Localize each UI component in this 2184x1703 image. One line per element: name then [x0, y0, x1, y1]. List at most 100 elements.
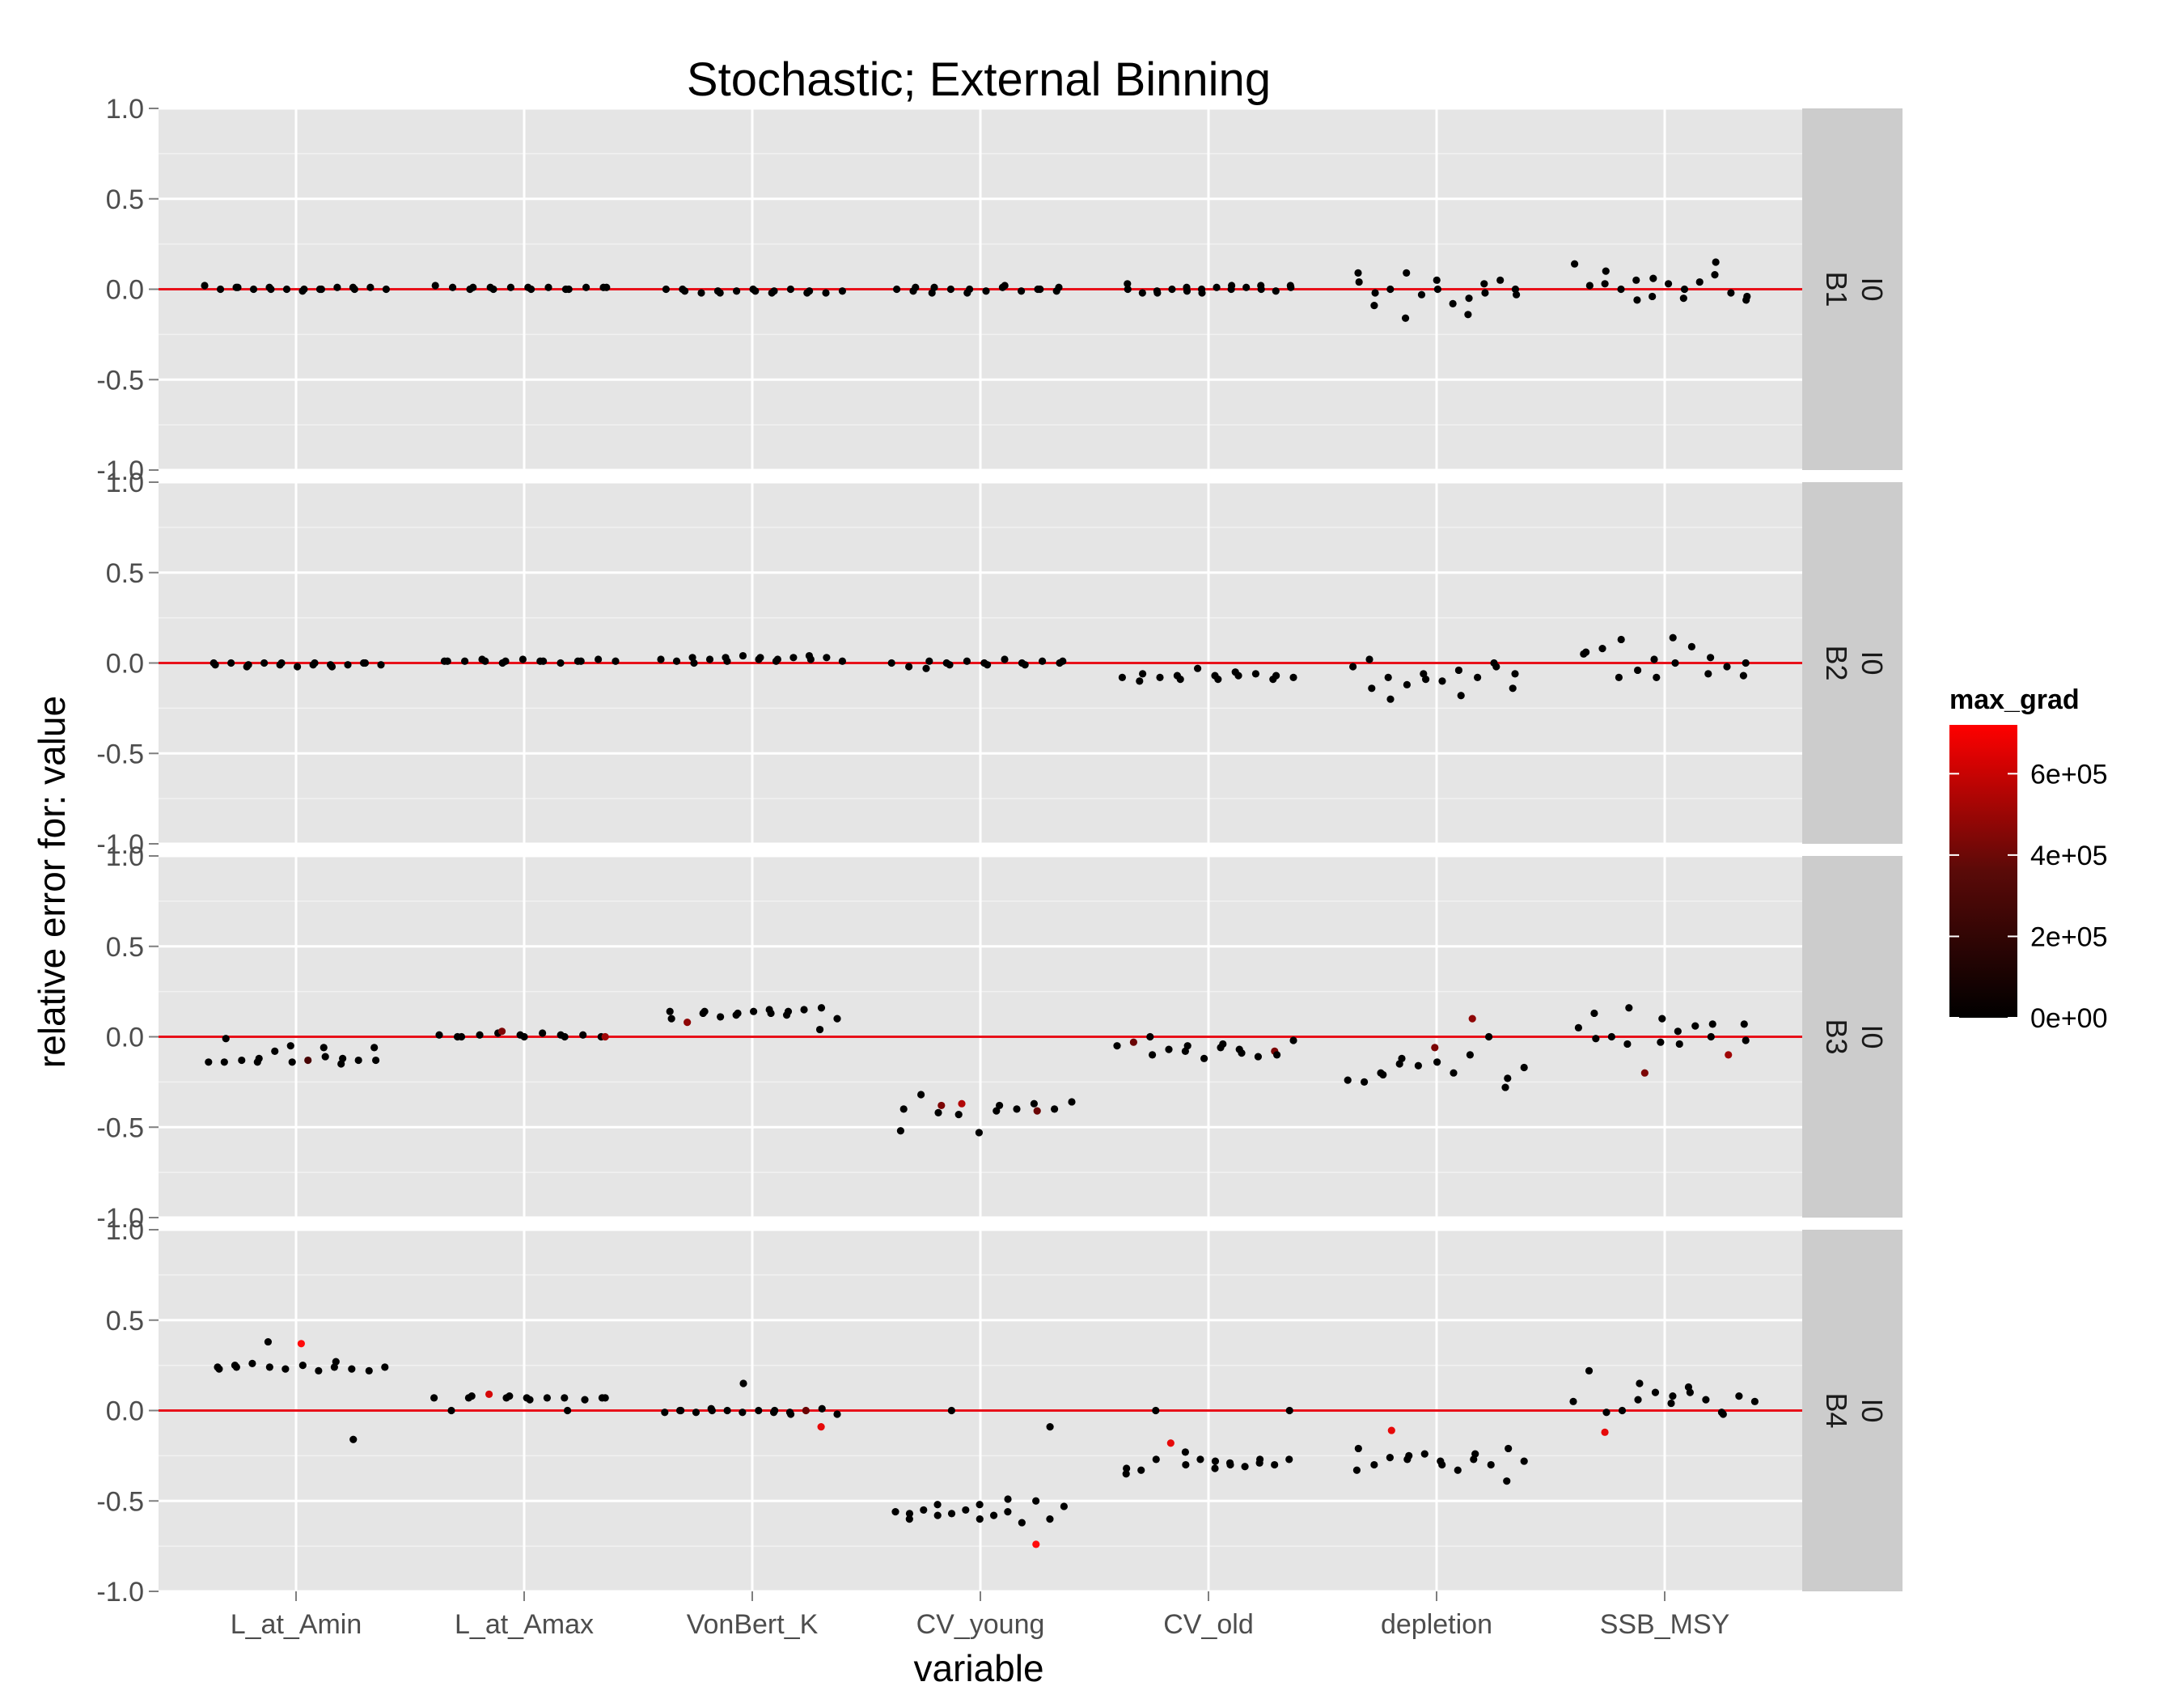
- x-tick-label: CV_old: [1163, 1609, 1254, 1640]
- data-point: [1680, 285, 1689, 294]
- panels-layer: -1.0-0.50.00.51.0B1 I0-1.0-0.50.00.51.0B2…: [96, 94, 1903, 1608]
- data-point: [1001, 282, 1009, 290]
- data-point: [739, 651, 747, 660]
- data-point: [1417, 290, 1426, 299]
- data-point: [1271, 1460, 1279, 1469]
- data-point: [370, 1044, 379, 1052]
- data-point: [963, 657, 971, 665]
- data-point: [1633, 296, 1641, 304]
- data-point: [489, 285, 497, 294]
- data-point: [705, 655, 714, 663]
- data-point: [1702, 1396, 1710, 1404]
- data-point: [476, 1031, 484, 1039]
- data-point: [1386, 695, 1395, 703]
- data-point: [1585, 1366, 1594, 1375]
- data-point: [205, 1058, 213, 1066]
- data-point: [366, 283, 375, 291]
- data-point: [1403, 680, 1411, 688]
- x-tick-label: L_at_Amax: [455, 1609, 594, 1640]
- data-point: [806, 287, 814, 295]
- data-point: [328, 663, 336, 671]
- data-point: [786, 1410, 795, 1418]
- data-point: [354, 1056, 362, 1065]
- y-tick-label: 0.0: [106, 1023, 144, 1053]
- data-point: [1165, 1045, 1173, 1053]
- data-point: [1623, 1040, 1632, 1048]
- data-point: [1520, 1063, 1528, 1072]
- data-point: [1657, 1038, 1665, 1046]
- data-point: [1649, 292, 1657, 301]
- data-point: [1238, 1049, 1246, 1057]
- column-strip-label: I0: [1856, 277, 1889, 301]
- data-point: [300, 285, 308, 294]
- data-point: [823, 654, 831, 662]
- data-point: [1511, 670, 1519, 678]
- data-point: [1013, 1105, 1021, 1113]
- data-point: [1354, 269, 1362, 277]
- column-strip-label: I0: [1856, 1398, 1889, 1422]
- color-legend: max_grad 0e+00 2e+05 4e+05 6e+05: [1949, 684, 2108, 1034]
- data-point: [506, 1392, 514, 1400]
- data-point: [543, 1394, 552, 1402]
- y-tick-label: -1.0: [96, 1577, 144, 1608]
- data-point: [1256, 1455, 1264, 1464]
- data-point: [1691, 1022, 1699, 1030]
- data-point: [1123, 1464, 1131, 1472]
- data-point: [1433, 285, 1441, 294]
- data-point: [277, 659, 286, 667]
- data-point: [1450, 1069, 1458, 1077]
- data-point: [527, 285, 535, 294]
- data-point: [1492, 663, 1500, 671]
- data-point: [1384, 673, 1392, 681]
- data-point: [993, 1107, 1001, 1115]
- data-point: [297, 1340, 305, 1348]
- data-point: [1251, 670, 1259, 678]
- x-tick-label: CV_young: [916, 1609, 1045, 1640]
- data-point: [681, 287, 689, 295]
- data-point: [382, 285, 390, 294]
- data-point: [1051, 1105, 1059, 1113]
- data-point: [1664, 280, 1673, 288]
- data-point: [677, 1406, 685, 1415]
- data-point: [1036, 285, 1044, 294]
- data-point: [1607, 1032, 1615, 1041]
- data-point: [893, 285, 901, 294]
- data-point: [657, 655, 665, 663]
- column-strip-label: I0: [1856, 650, 1889, 675]
- data-point: [755, 1406, 763, 1415]
- data-point: [520, 1032, 528, 1041]
- data-point: [786, 285, 795, 294]
- data-point: [739, 1379, 747, 1387]
- data-point: [215, 1365, 223, 1373]
- data-point: [244, 661, 252, 669]
- data-point: [1152, 1455, 1160, 1464]
- data-point: [1634, 1396, 1642, 1404]
- data-point: [1735, 1392, 1743, 1400]
- data-point: [1046, 1515, 1054, 1523]
- data-point: [211, 661, 219, 669]
- data-point: [887, 659, 895, 667]
- data-point: [1625, 1004, 1633, 1012]
- data-point: [1219, 1040, 1227, 1048]
- data-point: [1740, 1020, 1748, 1028]
- data-point: [1707, 1032, 1715, 1041]
- data-point: [1601, 1428, 1609, 1436]
- data-point: [1651, 1388, 1660, 1396]
- data-point: [1649, 274, 1657, 282]
- data-point: [348, 1365, 356, 1373]
- data-point: [1433, 276, 1441, 284]
- data-point: [227, 659, 235, 667]
- y-tick-label: 1.0: [106, 841, 144, 872]
- data-point: [1487, 1460, 1495, 1469]
- facet-panel-B2: -1.0 -0.5 0.0 0.5 1.0 B2 I0: [96, 468, 1903, 860]
- data-point: [1618, 1406, 1627, 1415]
- data-point: [1598, 645, 1606, 653]
- data-point: [723, 657, 731, 665]
- data-point: [565, 285, 573, 294]
- data-point: [1674, 1027, 1682, 1036]
- data-point: [947, 1406, 955, 1415]
- data-point: [595, 655, 603, 663]
- data-point: [497, 1027, 506, 1036]
- y-axis-title: relative error for: value: [31, 696, 73, 1068]
